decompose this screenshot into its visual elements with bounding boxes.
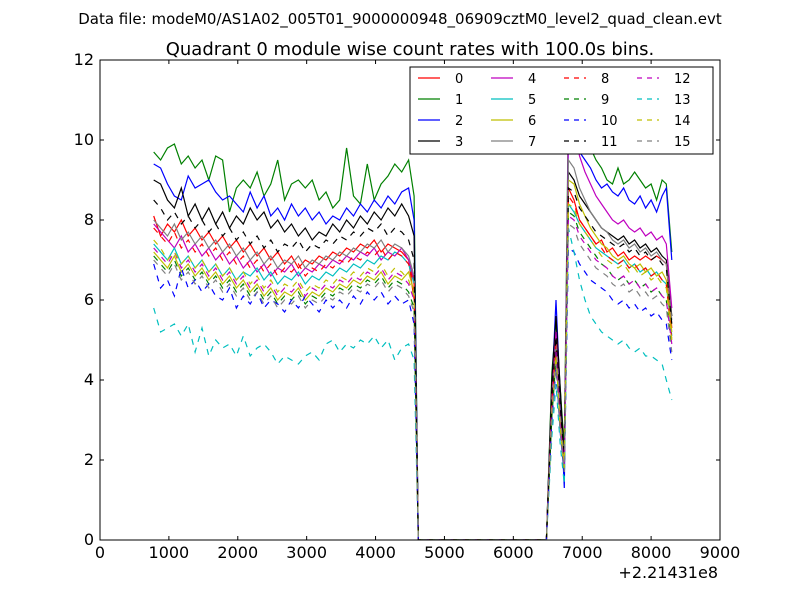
chart-title: Quadrant 0 module wise count rates with … xyxy=(166,39,655,60)
y-tick-label: 2 xyxy=(84,450,94,469)
legend-label-13: 13 xyxy=(674,93,691,108)
x-tick-label: 8000 xyxy=(631,543,672,562)
x-offset-label: +2.21431e8 xyxy=(618,563,718,582)
series-line-2 xyxy=(153,130,673,540)
legend-label-14: 14 xyxy=(674,114,691,129)
series-line-1 xyxy=(153,98,673,540)
legend-label-11: 11 xyxy=(601,135,618,150)
series-line-8 xyxy=(153,194,673,540)
legend-label-10: 10 xyxy=(601,114,618,129)
series-line-12 xyxy=(153,214,673,540)
x-tick-label: 3000 xyxy=(286,543,327,562)
legend-label-6: 6 xyxy=(528,114,536,129)
y-tick-label: 0 xyxy=(84,530,94,549)
series-line-0 xyxy=(153,187,673,540)
series-line-5 xyxy=(153,202,673,540)
legend-label-15: 15 xyxy=(674,135,691,150)
x-tick-label: 5000 xyxy=(424,543,465,562)
legend-label-0: 0 xyxy=(455,72,463,87)
legend-box xyxy=(409,66,714,155)
y-tick-label: 12 xyxy=(74,50,94,69)
legend-label-1: 1 xyxy=(455,93,463,108)
axis-ticks: 0 1000 2000 3000 4000 5000 6000 7000 8000 9000 0 2 4… xyxy=(74,50,741,562)
legend-label-12: 12 xyxy=(674,72,691,87)
x-tick-label: 1000 xyxy=(149,543,190,562)
legend-label-2: 2 xyxy=(455,114,463,129)
y-tick-label: 4 xyxy=(84,370,94,389)
x-tick-label: 0 xyxy=(95,543,105,562)
legend-label-5: 5 xyxy=(528,93,536,108)
legend-label-7: 7 xyxy=(528,135,536,150)
legend-label-3: 3 xyxy=(455,135,463,150)
x-tick-label: 9000 xyxy=(700,543,741,562)
series-line-4 xyxy=(153,122,673,540)
series-line-6 xyxy=(153,178,673,540)
x-tick-label: 6000 xyxy=(493,543,534,562)
y-tick-label: 8 xyxy=(84,210,94,229)
legend-label-9: 9 xyxy=(601,93,609,108)
y-tick-label: 10 xyxy=(74,130,94,149)
x-tick-label: 4000 xyxy=(355,543,396,562)
legend-label-4: 4 xyxy=(528,72,536,87)
x-tick-label: 7000 xyxy=(562,543,603,562)
suptitle: Data file: modeM0/AS1A02_005T01_90000009… xyxy=(78,10,722,29)
series-line-9 xyxy=(153,210,673,540)
x-tick-label: 2000 xyxy=(217,543,258,562)
series-line-7 xyxy=(153,158,673,540)
y-tick-label: 6 xyxy=(84,290,94,309)
series-line-15 xyxy=(153,222,673,540)
legend-label-8: 8 xyxy=(601,72,609,87)
plot-lines xyxy=(153,98,673,540)
